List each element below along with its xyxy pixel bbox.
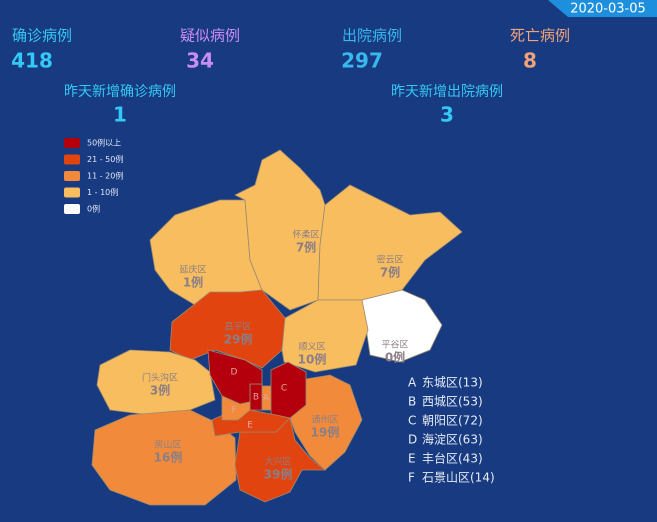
- new-stat-label: 昨天新增确诊病例: [64, 84, 176, 100]
- district-cases: 16例: [154, 450, 183, 465]
- legend-label: 50例以上: [87, 138, 121, 148]
- key-text: 丰台区(43): [422, 451, 483, 466]
- date: 2020-03-05: [570, 2, 646, 17]
- district: [281, 299, 369, 373]
- district-cases: 3例: [150, 383, 170, 398]
- inner-letter: A: [263, 394, 270, 404]
- legend-swatch: [64, 204, 80, 214]
- stat-label: 死亡病例: [510, 27, 570, 45]
- district-name: 昌平区: [224, 322, 251, 333]
- district-name: 门头沟区: [142, 372, 178, 384]
- new-stat-value: 1: [113, 103, 127, 127]
- inner-letter: C: [281, 384, 287, 394]
- key-letter: D: [408, 433, 417, 447]
- legend-label: 0例: [87, 204, 100, 214]
- district-name: 顺义区: [298, 342, 325, 353]
- inner-district: [221, 395, 251, 421]
- key-text: 东城区(13): [422, 376, 483, 390]
- district-cases: 7例: [380, 265, 400, 280]
- legend-swatch: [64, 138, 80, 148]
- stat-label: 出院病例: [342, 27, 402, 45]
- district: [317, 184, 463, 301]
- stat-value: 418: [11, 49, 53, 73]
- district: [91, 409, 237, 506]
- district-name: 延庆区: [179, 264, 206, 276]
- district-cases: 39例: [264, 467, 293, 482]
- inner-letter: F: [231, 406, 236, 416]
- legend-label: 1 - 10例: [87, 187, 118, 197]
- district-name: 房山区: [154, 439, 181, 451]
- stat-value: 297: [341, 49, 383, 73]
- inner-letter: B: [253, 393, 259, 403]
- district-name: 怀柔区: [292, 229, 319, 241]
- key-text: 西城区(53): [422, 395, 483, 409]
- stat-label: 确诊病例: [12, 27, 72, 45]
- district-cases: 29例: [224, 332, 253, 347]
- key-letter: C: [408, 414, 416, 428]
- district-name: 密云区: [376, 254, 403, 266]
- inner-letter: E: [247, 421, 253, 431]
- district-cases: 10例: [298, 352, 327, 367]
- key-text: 石景山区(14): [422, 471, 495, 485]
- key-text: 海淀区(63): [422, 432, 483, 447]
- district-name: 通州区: [311, 415, 338, 426]
- district: [234, 149, 326, 311]
- legend-swatch: [64, 187, 80, 198]
- key-letter: E: [408, 452, 416, 466]
- legend-label: 11 - 20例: [87, 171, 123, 181]
- inner-district: [270, 361, 307, 419]
- district-cases: 19例: [311, 425, 340, 440]
- legend-swatch: [64, 171, 80, 181]
- new-stat-value: 3: [440, 103, 454, 127]
- stat-value: 8: [523, 49, 537, 73]
- inner-letter: D: [231, 368, 238, 378]
- inner-district: [207, 349, 263, 405]
- district-cases: 0例: [385, 350, 405, 365]
- key-letter: B: [408, 395, 416, 409]
- key-letter: A: [408, 376, 417, 390]
- district-name: 大兴区: [264, 456, 291, 468]
- stat-label: 疑似病例: [180, 27, 240, 45]
- legend-label: 21 - 50例: [87, 154, 123, 164]
- district-cases: 1例: [183, 275, 203, 290]
- key-letter: F: [408, 471, 415, 485]
- district: [96, 349, 216, 416]
- legend-swatch: [64, 154, 80, 165]
- key-text: 朝阳区(72): [422, 414, 483, 428]
- district-name: 平谷区: [381, 340, 408, 351]
- stat-value: 34: [186, 49, 214, 73]
- district-cases: 7例: [296, 240, 316, 255]
- new-stat-label: 昨天新增出院病例: [391, 84, 503, 100]
- district: [361, 289, 443, 363]
- date-box: [548, 0, 657, 17]
